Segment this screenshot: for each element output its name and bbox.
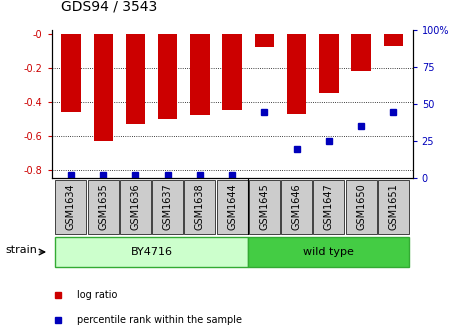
Text: GSM1645: GSM1645 — [259, 183, 269, 230]
Text: GDS94 / 3543: GDS94 / 3543 — [61, 0, 157, 13]
Text: GSM1647: GSM1647 — [324, 183, 334, 230]
FancyBboxPatch shape — [313, 180, 344, 234]
Text: log ratio: log ratio — [77, 290, 117, 299]
Text: GSM1634: GSM1634 — [66, 183, 76, 230]
Bar — [351, 34, 371, 71]
FancyBboxPatch shape — [281, 180, 312, 234]
Text: GSM1651: GSM1651 — [388, 183, 398, 230]
FancyBboxPatch shape — [378, 180, 409, 234]
Bar — [190, 34, 210, 115]
Bar — [61, 34, 81, 112]
FancyBboxPatch shape — [248, 237, 409, 267]
Bar — [126, 34, 145, 124]
FancyBboxPatch shape — [55, 180, 86, 234]
Bar — [319, 34, 339, 93]
Bar — [384, 34, 403, 46]
Text: GSM1637: GSM1637 — [163, 183, 173, 230]
FancyBboxPatch shape — [120, 180, 151, 234]
Text: strain: strain — [5, 245, 37, 255]
FancyBboxPatch shape — [152, 180, 183, 234]
Text: percentile rank within the sample: percentile rank within the sample — [77, 315, 242, 325]
FancyBboxPatch shape — [88, 180, 119, 234]
FancyBboxPatch shape — [346, 180, 377, 234]
Text: GSM1635: GSM1635 — [98, 183, 108, 230]
Bar — [287, 34, 306, 114]
Bar — [222, 34, 242, 110]
Text: GSM1644: GSM1644 — [227, 183, 237, 230]
Bar — [158, 34, 177, 119]
Text: wild type: wild type — [303, 247, 354, 257]
Text: GSM1646: GSM1646 — [292, 183, 302, 230]
FancyBboxPatch shape — [217, 180, 248, 234]
Text: GSM1650: GSM1650 — [356, 183, 366, 230]
Text: GSM1636: GSM1636 — [130, 183, 140, 230]
Bar — [255, 34, 274, 47]
Text: GSM1638: GSM1638 — [195, 183, 205, 230]
FancyBboxPatch shape — [55, 237, 248, 267]
Bar — [93, 34, 113, 141]
FancyBboxPatch shape — [184, 180, 215, 234]
Text: BY4716: BY4716 — [130, 247, 173, 257]
FancyBboxPatch shape — [249, 180, 280, 234]
